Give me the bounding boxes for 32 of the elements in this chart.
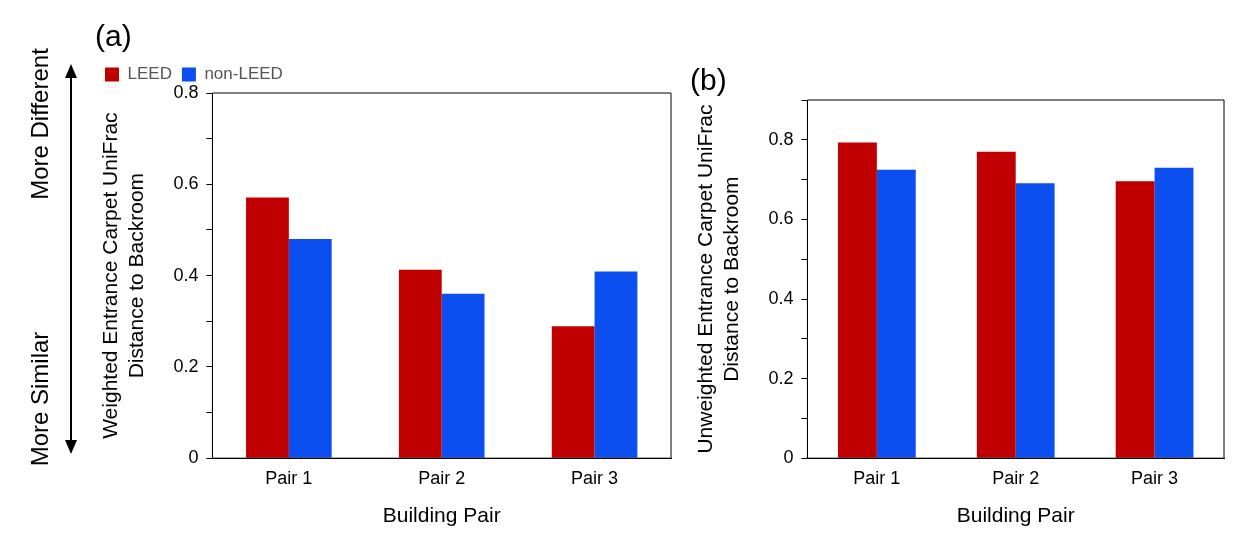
text: More Different [26, 47, 54, 202]
x-tick-label: Pair 3 [571, 467, 619, 488]
legend-label: non-LEED [204, 64, 283, 84]
y-tick-label: 0 [783, 447, 794, 468]
bar [398, 269, 442, 458]
bar [288, 239, 332, 458]
y-tick-label: 0.8 [173, 81, 199, 102]
legend-label: LEED [127, 64, 172, 84]
text: More Similar [26, 330, 54, 469]
chart-title: (b) [690, 63, 727, 97]
y-tick-label: 0.4 [173, 264, 199, 285]
chart-title: (a) [95, 19, 132, 53]
x-tick-label: Pair 3 [1131, 467, 1179, 488]
bar [441, 293, 485, 458]
x-tick-label: Pair 2 [418, 467, 466, 488]
y-axis-title: Weighted Entrance Carpet UniFrac Distance to Backroom [98, 112, 147, 439]
y-tick-label: 0.2 [768, 367, 794, 388]
y-axis-title: Unweighted Entrance Carpet UniFrac Distance to Backroom [693, 104, 742, 454]
x-axis-title: Building Pair [382, 503, 501, 527]
bar [246, 197, 289, 458]
y-tick-label: 0.6 [768, 208, 794, 229]
x-axis-title: Building Pair [956, 503, 1075, 527]
y-tick-label: 0.6 [173, 173, 199, 194]
x-tick-label: Pair 1 [853, 467, 901, 488]
x-tick-label: Pair 2 [992, 467, 1040, 488]
y-tick-label: 0 [188, 447, 199, 468]
y-tick-label: 0.4 [768, 287, 794, 308]
y-tick-label: 0.2 [173, 355, 199, 376]
bar [551, 326, 595, 458]
x-tick-label: Pair 1 [265, 467, 313, 488]
bar [594, 271, 638, 458]
y-tick-label: 0.8 [768, 128, 794, 149]
